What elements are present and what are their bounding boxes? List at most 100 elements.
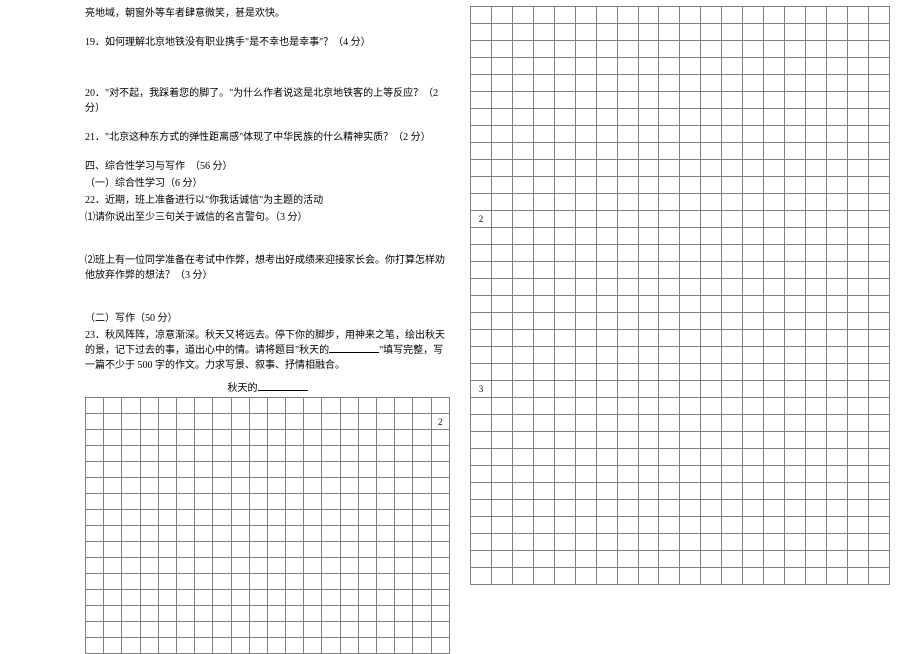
grid-cell: [596, 211, 617, 228]
grid-cell: [826, 330, 847, 347]
grid-cell: [847, 330, 868, 347]
grid-cell: [826, 24, 847, 41]
grid-cell: [231, 446, 249, 462]
grid-cell: [826, 262, 847, 279]
grid-cell: [617, 500, 638, 517]
grid-cell: [158, 542, 176, 558]
grid-cell: [847, 7, 868, 24]
grid-cell: [554, 262, 575, 279]
grid-cell: [304, 494, 322, 510]
grid-cell: [122, 542, 140, 558]
grid-cell: [722, 211, 743, 228]
grid-cell: [722, 24, 743, 41]
grid-cell: [806, 500, 827, 517]
grid-cell: [554, 160, 575, 177]
grid-cell: [659, 347, 680, 364]
grid-cell: [806, 568, 827, 585]
grid-cell: [743, 211, 764, 228]
grid-cell: [213, 590, 231, 606]
grid-cell: [358, 526, 376, 542]
grid-cell: [826, 517, 847, 534]
grid-cell: [659, 330, 680, 347]
grid-cell: [195, 638, 213, 654]
grid-cell: [86, 462, 104, 478]
grid-cell: [512, 517, 533, 534]
grid-cell: [638, 517, 659, 534]
grid-cell: [659, 245, 680, 262]
grid-cell: [286, 494, 304, 510]
grid-cell: [638, 296, 659, 313]
grid-cell: [575, 330, 596, 347]
grid-cell: [680, 41, 701, 58]
grid-cell: [743, 398, 764, 415]
grid-cell: [638, 58, 659, 75]
grid-cell: [512, 381, 533, 398]
grid-cell: [617, 7, 638, 24]
grid-cell: [701, 534, 722, 551]
grid-cell: [491, 177, 512, 194]
grid-cell: [286, 430, 304, 446]
grid-cell: [431, 398, 449, 414]
q21: 21．"北京这种东方式的弹性距离感"体现了中华民族的什么精神实质？（2 分）: [85, 130, 450, 145]
grid-count-marker: 2: [471, 211, 492, 228]
grid-cell: [868, 41, 889, 58]
grid-cell: [575, 143, 596, 160]
grid-cell: [659, 228, 680, 245]
grid-cell: [286, 478, 304, 494]
grid-cell: [195, 494, 213, 510]
grid-cell: [471, 398, 492, 415]
grid-cell: [806, 381, 827, 398]
grid-cell: [213, 398, 231, 414]
grid-cell: [491, 568, 512, 585]
grid-cell: [304, 622, 322, 638]
grid-cell: [847, 177, 868, 194]
grid-cell: [847, 279, 868, 296]
grid-cell: [554, 126, 575, 143]
grid-cell: [659, 126, 680, 143]
grid-cell: [722, 262, 743, 279]
grid-cell: [785, 398, 806, 415]
grid-cell: [826, 58, 847, 75]
grid-cell: [158, 430, 176, 446]
grid-cell: [213, 638, 231, 654]
grid-cell: [491, 398, 512, 415]
grid-cell: [617, 160, 638, 177]
grid-cell: [413, 590, 431, 606]
grid-cell: [512, 330, 533, 347]
grid-cell: [659, 381, 680, 398]
grid-cell: [554, 449, 575, 466]
grid-cell: [491, 75, 512, 92]
grid-cell: [868, 517, 889, 534]
grid-cell: [491, 109, 512, 126]
grid-cell: [491, 211, 512, 228]
grid-cell: [806, 92, 827, 109]
grid-cell: [340, 542, 358, 558]
grid-cell: [491, 364, 512, 381]
grid-cell: [176, 398, 194, 414]
grid-cell: [554, 211, 575, 228]
grid-cell: [743, 381, 764, 398]
grid-cell: [680, 58, 701, 75]
grid-cell: [868, 143, 889, 160]
grid-cell: [322, 494, 340, 510]
grid-cell: [659, 415, 680, 432]
grid-cell: [596, 432, 617, 449]
grid-cell: [158, 574, 176, 590]
grid-cell: [575, 41, 596, 58]
grid-cell: [140, 398, 158, 414]
grid-cell: [358, 590, 376, 606]
grid-cell: [286, 398, 304, 414]
grid-cell: [617, 126, 638, 143]
grid-cell: [659, 58, 680, 75]
grid-cell: [764, 517, 785, 534]
grid-cell: [826, 279, 847, 296]
grid-cell: [554, 364, 575, 381]
grid-cell: [806, 313, 827, 330]
grid-cell: [176, 462, 194, 478]
grid-cell: [158, 478, 176, 494]
grid-cell: [512, 313, 533, 330]
grid-cell: [195, 430, 213, 446]
grid-cell: [231, 478, 249, 494]
grid-cell: [512, 143, 533, 160]
grid-cell: [122, 622, 140, 638]
